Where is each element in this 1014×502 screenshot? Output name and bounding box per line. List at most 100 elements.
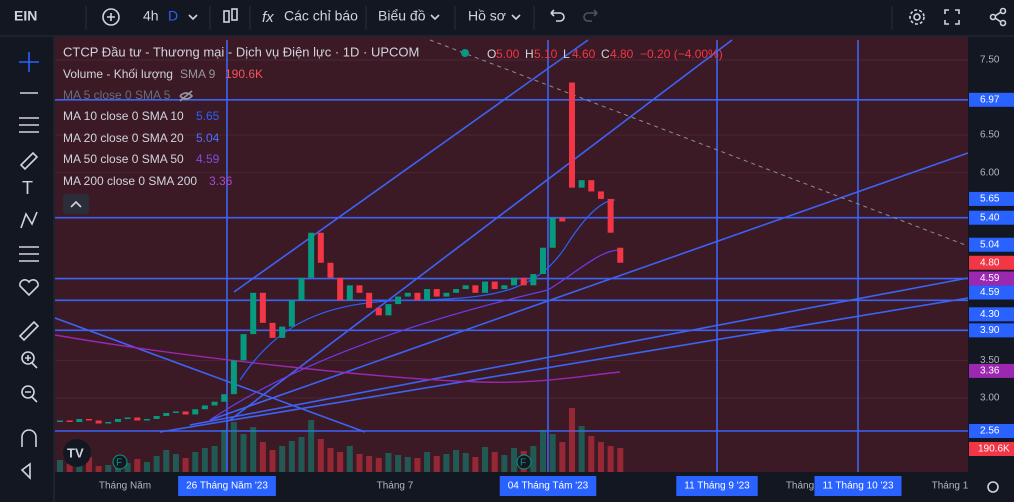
candle (511, 277, 518, 286)
event-marker[interactable]: F (516, 454, 532, 470)
profile-menu[interactable]: Hồ sơ (468, 8, 506, 24)
candles (57, 82, 624, 424)
candle (424, 289, 431, 301)
candle (124, 417, 131, 419)
volume-bar (404, 457, 411, 472)
zoom-out-tool[interactable] (21, 385, 38, 403)
volume-bar (143, 462, 150, 472)
indicator-name: Volume - Khối lượng (63, 67, 173, 81)
event-marker[interactable]: F (112, 454, 128, 470)
share-button[interactable] (989, 7, 1007, 27)
ohlc-value: 5.00 (496, 47, 520, 61)
volume-bar (279, 446, 286, 472)
zoom-in-tool[interactable] (21, 351, 38, 369)
brush-tool[interactable] (19, 151, 39, 171)
crosshair-tool[interactable] (19, 52, 39, 72)
redo-button[interactable] (583, 9, 598, 22)
chart-type-button[interactable] (223, 8, 238, 23)
volume-bar (578, 426, 585, 472)
candle (327, 262, 334, 278)
indicator-params: SMA 9 (180, 67, 216, 81)
ohlc-value: 4.60 (572, 47, 596, 61)
volume-bar (250, 427, 257, 472)
volume-bar (395, 455, 402, 472)
undo-button[interactable] (550, 9, 565, 22)
volume-bar (453, 450, 460, 472)
icons-tool[interactable] (19, 279, 39, 297)
ohlc-value: 5.10 (534, 47, 558, 61)
candle (211, 401, 218, 406)
chart-menu[interactable]: Biểu đồ (378, 8, 426, 24)
volume-bar (298, 437, 305, 472)
volume-bar (511, 448, 518, 472)
period[interactable]: D (168, 8, 178, 24)
text-tool[interactable]: T (22, 178, 33, 198)
price-tick-label: 3.00 (980, 393, 1000, 404)
volume-bar (443, 454, 450, 472)
volume-bar (433, 456, 440, 472)
magnet-tool[interactable] (21, 429, 37, 447)
candle (85, 418, 92, 421)
volume-bar (201, 448, 208, 472)
volume-bar (172, 454, 179, 472)
indicator-value: 3.36 (209, 174, 233, 188)
candle (404, 292, 411, 297)
forecast-tool[interactable] (19, 246, 39, 262)
interval[interactable]: 4h (143, 8, 159, 24)
candle (114, 418, 121, 422)
interval-dropdown[interactable] (188, 14, 198, 21)
candle (221, 394, 228, 402)
volume-bar (240, 434, 247, 472)
fullscreen-button[interactable] (944, 9, 960, 25)
indicator-value: 5.04 (196, 131, 220, 145)
candle (337, 277, 344, 301)
settings-mini[interactable] (987, 481, 999, 493)
volume-bar (163, 450, 170, 472)
candle (288, 300, 295, 327)
pattern-tool[interactable] (20, 211, 38, 229)
time-label: Tháng 7 (377, 481, 414, 492)
time-label-box (499, 476, 597, 496)
candle (134, 417, 141, 421)
candle (375, 307, 382, 316)
hidden-icon[interactable] (179, 90, 194, 102)
chart-menu-dropdown[interactable] (430, 14, 440, 21)
price-marker-box (969, 363, 1014, 378)
measure-tool[interactable] (18, 320, 40, 342)
candle (540, 247, 546, 275)
fib-tool[interactable] (19, 117, 39, 133)
volume-bar (66, 464, 73, 472)
svg-text:F: F (520, 458, 526, 469)
candle (105, 421, 112, 424)
candle (453, 289, 460, 293)
price-marker-label: 2.56 (980, 426, 1000, 437)
ohlc-key: C (601, 47, 610, 61)
profile-dropdown[interactable] (511, 14, 521, 21)
price-marker-label: 6.97 (980, 94, 1000, 105)
price-marker-box (969, 255, 1014, 270)
indicators-icon[interactable]: fx (262, 9, 274, 26)
add-symbol-button[interactable] (102, 8, 120, 26)
candle (588, 180, 595, 192)
indicators-button[interactable]: Các chỉ báo (284, 8, 358, 24)
settings-button[interactable] (909, 9, 925, 25)
candle (549, 217, 556, 248)
lock-tool[interactable] (20, 462, 31, 480)
symbol[interactable]: EIN (14, 8, 37, 24)
volume-bar (491, 452, 498, 472)
candle (269, 322, 276, 338)
candle (433, 289, 440, 297)
volume-bar (356, 454, 363, 472)
candle (143, 418, 150, 421)
price-marker-box (969, 285, 1014, 300)
svg-text:F: F (116, 458, 122, 469)
collapse-legend[interactable] (63, 194, 89, 214)
candle (482, 281, 489, 293)
candle (172, 411, 179, 413)
price-marker-box (969, 237, 1014, 252)
volume-marker: 190.6K (978, 444, 1010, 455)
ohlc-key: H (525, 47, 534, 61)
indicator-value: 5.65 (196, 109, 220, 123)
indicator-name: MA 10 close 0 SMA 10 (63, 109, 184, 123)
dashed-trendline (429, 39, 969, 247)
